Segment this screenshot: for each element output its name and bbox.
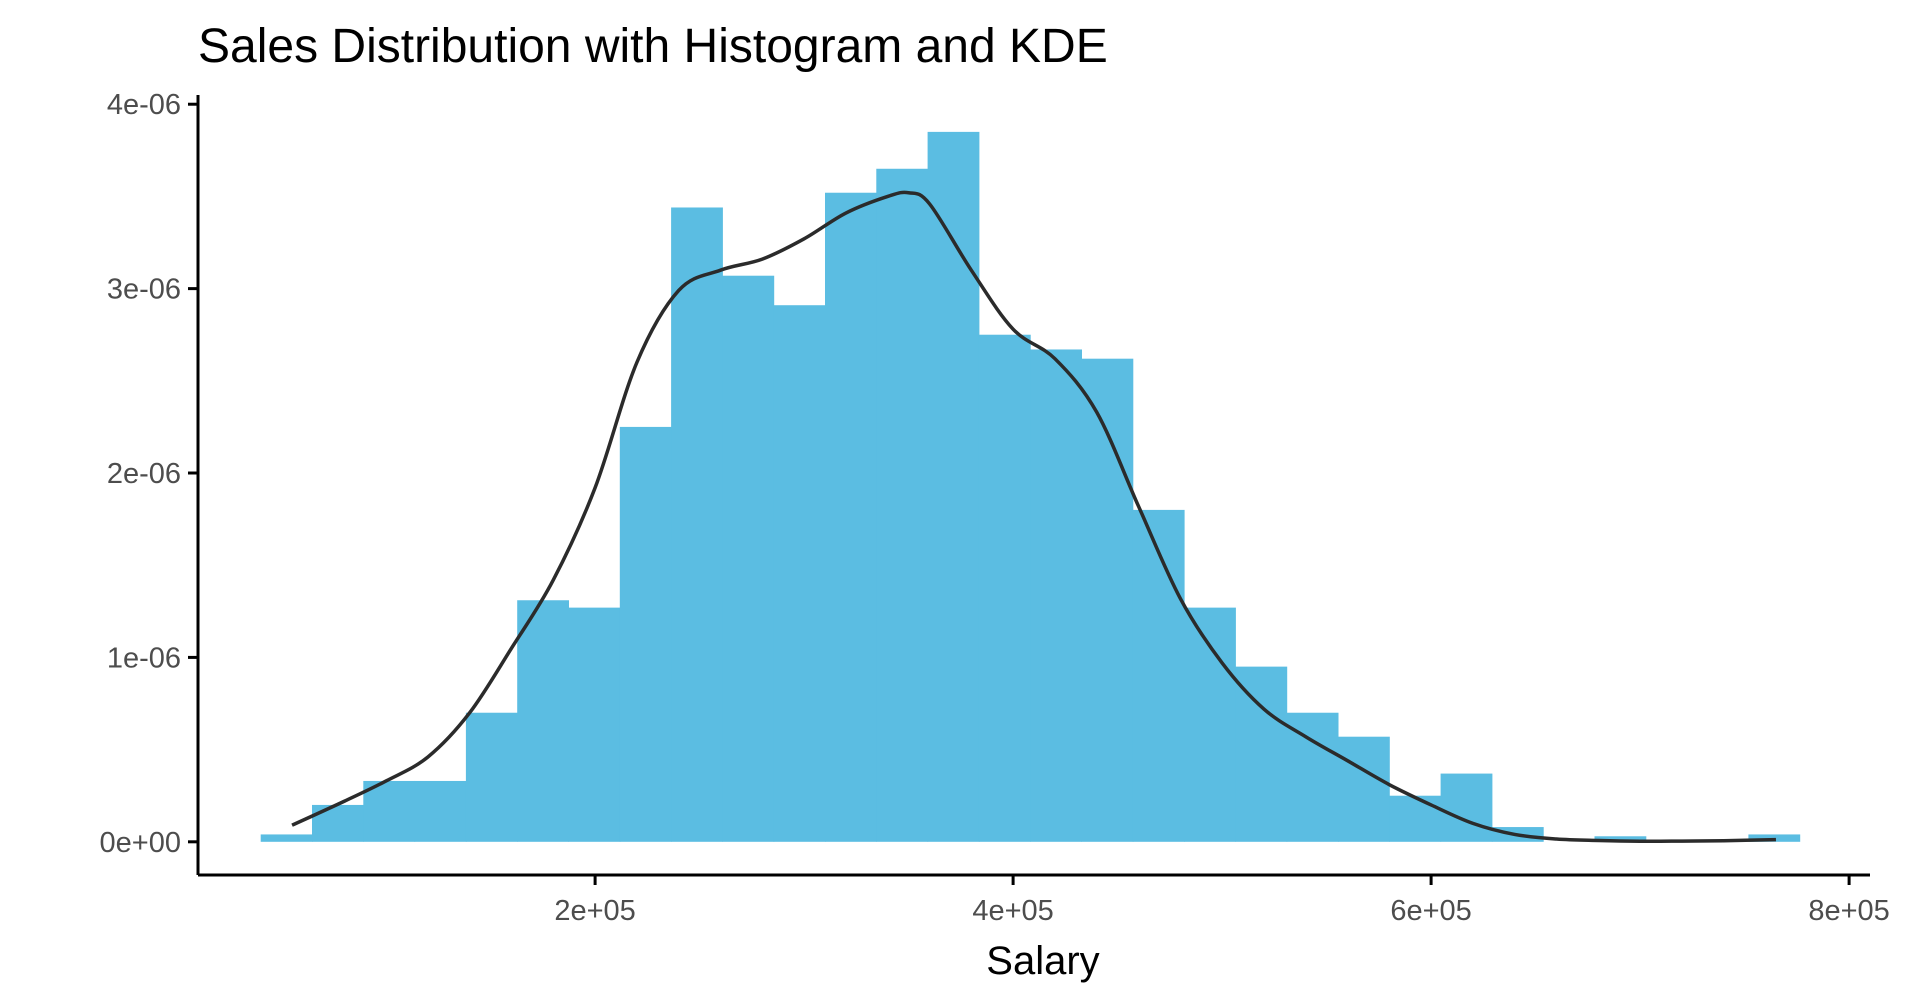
histogram-bar: [414, 780, 467, 842]
histogram-bar: [311, 804, 364, 842]
histogram-bar: [978, 334, 1031, 842]
y-tick-label: 2e-06: [107, 458, 181, 490]
y-tick-label: 1e-06: [107, 642, 181, 674]
histogram-bar: [671, 207, 723, 842]
histogram-bar: [773, 305, 826, 842]
histogram-bar: [568, 607, 621, 842]
histogram-bars: [260, 131, 1801, 842]
y-tick-label: 0e+00: [100, 827, 181, 859]
kde-line: [291, 190, 1776, 844]
histogram-bar: [927, 131, 980, 842]
histogram-bar: [1594, 836, 1647, 842]
x-axis: 2e+05 4e+05 6e+05 8e+05: [554, 875, 1890, 927]
histogram-bar: [363, 780, 416, 842]
y-tick-label: 3e-06: [107, 274, 181, 306]
histogram-bar: [1132, 509, 1185, 842]
x-tick-label: 6e+05: [1390, 895, 1471, 927]
histogram-bar: [619, 426, 672, 842]
histogram-bar: [1235, 666, 1288, 842]
histogram-bar: [465, 712, 518, 842]
histogram-bar: [517, 600, 570, 842]
histogram-bar: [1286, 712, 1339, 842]
x-tick-label: 8e+05: [1808, 895, 1889, 927]
histogram-bar: [1184, 607, 1236, 842]
x-tick-label: 4e+05: [972, 895, 1053, 927]
histogram-bar: [722, 275, 775, 842]
x-axis-title: Salary: [986, 939, 1099, 983]
y-axis: 0e+00 1e-06 2e-06 3e-06 4e-06: [100, 89, 198, 859]
x-tick-label: 2e+05: [554, 895, 635, 927]
histogram-bar: [1338, 736, 1390, 842]
histogram-bar: [1081, 358, 1134, 842]
histogram-bar: [876, 168, 929, 842]
chart-title: Sales Distribution with Histogram and KD…: [198, 20, 1108, 73]
histogram-bar: [1440, 773, 1493, 842]
histogram-bar: [825, 192, 877, 842]
histogram-bar: [1030, 349, 1082, 842]
y-tick-label: 4e-06: [107, 89, 181, 121]
histogram-bar: [1389, 795, 1442, 842]
histogram-bar: [260, 834, 313, 842]
